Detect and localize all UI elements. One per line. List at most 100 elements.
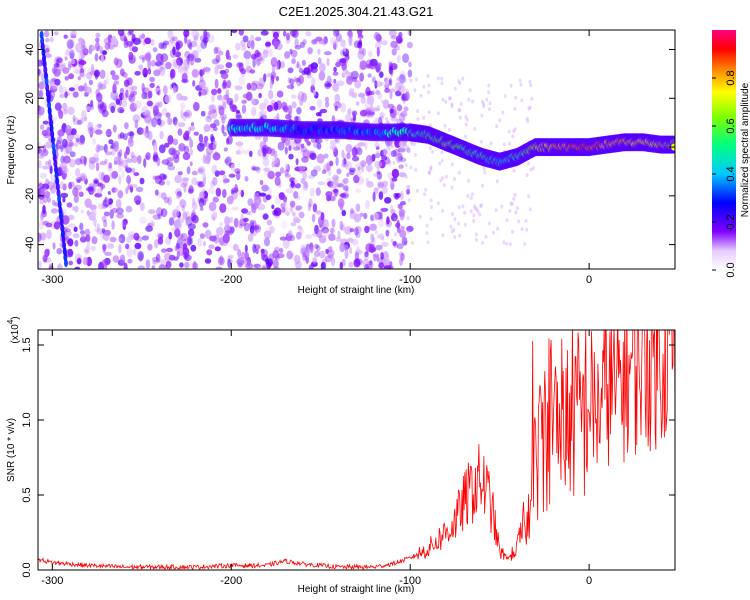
noise-speckle (101, 243, 107, 250)
noise-speckle (354, 251, 360, 261)
noise-speckle (152, 142, 158, 153)
noise-speckle (49, 184, 57, 194)
noise-speckle (39, 172, 48, 179)
noise-speckle (130, 155, 138, 163)
noise-speckle (527, 161, 531, 166)
noise-speckle (103, 263, 108, 269)
noise-speckle (199, 191, 205, 200)
noise-speckle (368, 61, 377, 70)
noise-speckle (279, 167, 285, 174)
noise-speckle (167, 117, 173, 126)
noise-speckle (527, 194, 531, 199)
noise-speckle (74, 240, 79, 247)
noise-speckle (188, 188, 194, 194)
noise-speckle (84, 248, 90, 254)
noise-speckle (430, 205, 433, 210)
noise-speckle (126, 247, 133, 258)
noise-speckle (337, 230, 341, 239)
noise-speckle (119, 132, 125, 139)
noise-speckle (241, 104, 247, 114)
noise-speckle (347, 108, 352, 115)
noise-speckle (333, 42, 337, 50)
noise-speckle (82, 256, 89, 266)
noise-speckle (57, 263, 63, 269)
noise-speckle (321, 37, 327, 46)
noise-speckle (312, 203, 318, 213)
noise-speckle (356, 169, 362, 178)
noise-speckle (50, 91, 54, 101)
noise-speckle (374, 41, 382, 50)
noise-speckle (313, 142, 318, 148)
noise-speckle (84, 198, 92, 209)
noise-speckle (243, 222, 251, 232)
noise-speckle (105, 128, 112, 138)
noise-speckle (457, 108, 461, 113)
noise-speckle (130, 151, 135, 158)
noise-speckle (409, 78, 413, 83)
noise-speckle (405, 147, 409, 152)
noise-speckle (232, 54, 239, 59)
noise-speckle (508, 242, 512, 247)
noise-speckle (441, 97, 445, 102)
noise-speckle (358, 92, 366, 98)
noise-speckle (164, 142, 170, 148)
noise-speckle (72, 114, 76, 122)
noise-speckle (374, 117, 378, 122)
noise-speckle (139, 202, 145, 212)
noise-speckle (243, 217, 249, 222)
noise-speckle (172, 46, 176, 56)
noise-speckle (360, 96, 367, 104)
noise-speckle (52, 116, 59, 121)
spectrogram-noise (38, 30, 535, 269)
noise-speckle (374, 80, 378, 89)
noise-speckle (168, 217, 175, 226)
noise-speckle (263, 98, 269, 106)
noise-speckle (182, 63, 190, 71)
noise-speckle (70, 128, 77, 136)
noise-speckle (399, 139, 407, 149)
noise-speckle (263, 237, 271, 247)
noise-speckle (429, 198, 433, 203)
noise-speckle (308, 264, 314, 269)
noise-speckle (326, 58, 330, 66)
noise-speckle (109, 236, 117, 243)
noise-speckle (246, 210, 251, 215)
noise-speckle (219, 203, 227, 214)
noise-speckle (509, 201, 513, 206)
noise-speckle (398, 251, 403, 257)
noise-speckle (440, 76, 444, 81)
noise-speckle (301, 156, 309, 163)
noise-speckle (262, 48, 270, 54)
noise-speckle (121, 100, 128, 107)
noise-speckle (203, 135, 209, 143)
noise-speckle (187, 187, 195, 193)
noise-speckle (399, 192, 404, 201)
noise-speckle (350, 208, 354, 214)
noise-speckle (168, 147, 177, 156)
noise-speckle (344, 226, 352, 235)
noise-speckle (325, 191, 333, 198)
noise-speckle (204, 258, 212, 264)
noise-speckle (166, 161, 174, 167)
noise-speckle (298, 211, 305, 219)
noise-speckle (474, 232, 478, 237)
noise-speckle (394, 45, 400, 51)
noise-speckle (160, 63, 169, 70)
noise-speckle (380, 207, 389, 212)
noise-speckle (468, 88, 472, 93)
noise-speckle (349, 228, 355, 233)
noise-speckle (193, 131, 199, 136)
noise-speckle (343, 177, 349, 184)
noise-speckle (403, 240, 408, 245)
noise-speckle (271, 204, 275, 210)
noise-speckle (54, 78, 61, 86)
noise-speckle (39, 199, 45, 205)
noise-speckle (192, 262, 199, 269)
noise-speckle (513, 106, 517, 111)
noise-speckle (103, 143, 108, 153)
noise-speckle (147, 68, 152, 75)
noise-speckle (293, 191, 299, 199)
noise-speckle (316, 153, 325, 164)
noise-speckle (113, 57, 119, 66)
noise-speckle (414, 77, 418, 82)
